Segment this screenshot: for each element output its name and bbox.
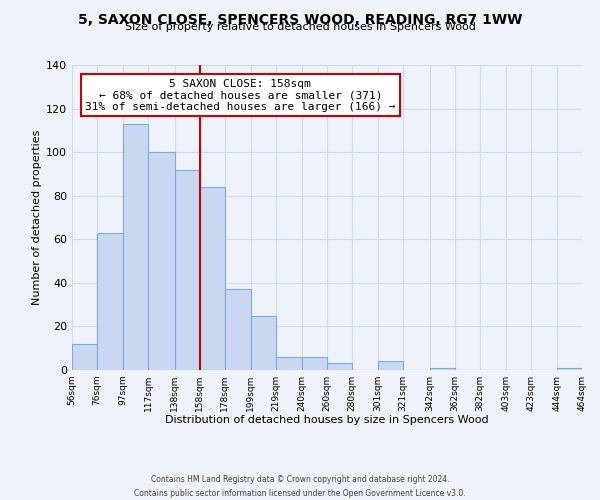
Bar bbox=[97, 233, 123, 370]
Text: 5, SAXON CLOSE, SPENCERS WOOD, READING, RG7 1WW: 5, SAXON CLOSE, SPENCERS WOOD, READING, … bbox=[78, 12, 522, 26]
Bar bbox=[276, 357, 302, 370]
Bar bbox=[175, 170, 199, 370]
Text: 5 SAXON CLOSE: 158sqm
← 68% of detached houses are smaller (371)
31% of semi-det: 5 SAXON CLOSE: 158sqm ← 68% of detached … bbox=[85, 78, 395, 112]
Bar bbox=[72, 344, 97, 370]
Bar bbox=[224, 290, 251, 370]
Text: Contains HM Land Registry data © Crown copyright and database right 2024.
Contai: Contains HM Land Registry data © Crown c… bbox=[134, 476, 466, 498]
Bar bbox=[327, 364, 352, 370]
Y-axis label: Number of detached properties: Number of detached properties bbox=[32, 130, 42, 305]
Bar bbox=[251, 316, 276, 370]
Bar bbox=[148, 152, 175, 370]
Bar bbox=[557, 368, 582, 370]
Bar bbox=[199, 187, 224, 370]
Bar bbox=[302, 357, 327, 370]
Bar bbox=[430, 368, 455, 370]
Bar bbox=[123, 124, 148, 370]
Text: Size of property relative to detached houses in Spencers Wood: Size of property relative to detached ho… bbox=[125, 22, 475, 32]
X-axis label: Distribution of detached houses by size in Spencers Wood: Distribution of detached houses by size … bbox=[165, 416, 489, 426]
Bar bbox=[378, 362, 403, 370]
